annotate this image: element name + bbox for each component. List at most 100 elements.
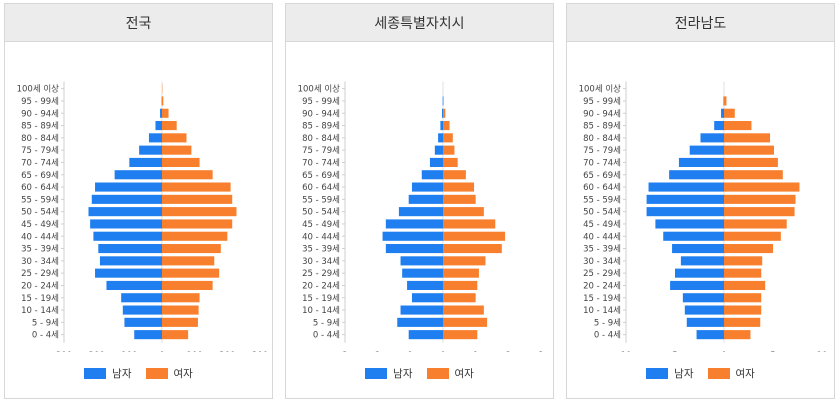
legend-label-female: 여자 <box>173 368 193 380</box>
y-tick-label: 85 - 89세 <box>21 122 59 132</box>
y-tick-label: 45 - 49세 <box>21 220 59 230</box>
bar-male <box>134 330 162 340</box>
legend-item-male[interactable]: 남자 <box>365 366 413 381</box>
bar-male <box>411 293 443 303</box>
bar-female <box>162 108 169 118</box>
y-tick-label: 70 - 74세 <box>302 158 340 168</box>
bar-female <box>443 121 450 131</box>
y-tick-label: 15 - 19세 <box>583 294 621 304</box>
bar-female <box>162 244 221 254</box>
legend-label-male: 남자 <box>393 368 413 380</box>
bar-male <box>382 231 443 241</box>
y-tick-label: 50 - 54세 <box>583 208 621 218</box>
bar-female <box>724 133 771 143</box>
y-tick-label: 85 - 89세 <box>302 122 340 132</box>
bar-male <box>402 268 443 278</box>
legend-item-male[interactable]: 남자 <box>646 366 694 381</box>
bar-male <box>663 231 724 241</box>
legend-item-female[interactable]: 여자 <box>145 366 193 381</box>
y-tick-label: 65 - 69세 <box>21 171 59 181</box>
legend: 남자 여자 <box>5 366 272 381</box>
y-tick-label: 45 - 49세 <box>583 220 621 230</box>
bar-female <box>162 231 228 241</box>
bar-male <box>408 194 443 204</box>
y-tick-label: 60 - 64세 <box>21 183 59 193</box>
y-tick-label: 80 - 84세 <box>21 134 59 144</box>
y-tick-label: 15 - 19세 <box>302 294 340 304</box>
y-tick-label: 65 - 69세 <box>302 171 340 181</box>
female-swatch <box>426 368 449 379</box>
y-tick-label: 5 - 9세 <box>32 318 59 328</box>
bar-female <box>443 293 476 303</box>
x-tick-label: 200 <box>89 351 105 352</box>
y-tick-label: 10 - 14세 <box>21 306 59 316</box>
population-pyramid-sejong: 0 - 4세 5 - 9세 10 - 14세 15 - 19세 20 - 24세 25 -… <box>298 81 544 352</box>
legend-item-male[interactable]: 남자 <box>84 366 132 381</box>
y-tick-label: 75 - 79세 <box>302 146 340 156</box>
bar-female <box>162 280 213 290</box>
bar-male <box>670 280 724 290</box>
bar-female <box>162 194 233 204</box>
y-tick-label: 0 - 4세 <box>32 331 59 341</box>
y-tick-label: 55 - 59세 <box>583 195 621 205</box>
y-tick-label: 80 - 84세 <box>302 134 340 144</box>
bar-male <box>106 280 162 290</box>
bar-female <box>724 244 773 254</box>
x-tick-label: 100 <box>187 351 203 352</box>
y-tick-label: 60 - 64세 <box>302 183 340 193</box>
bar-female <box>724 108 735 118</box>
y-tick-label: 20 - 24세 <box>583 281 621 291</box>
bar-female <box>443 182 475 192</box>
legend-item-female[interactable]: 여자 <box>426 366 474 381</box>
y-tick-label: 80 - 84세 <box>583 134 621 144</box>
x-tick-label: 3 <box>342 351 347 352</box>
chart-title: 세종특별자치시 <box>286 4 553 42</box>
bar-male <box>429 157 443 167</box>
y-tick-label: 45 - 49세 <box>302 220 340 230</box>
bar-female <box>443 145 455 155</box>
y-tick-label: 25 - 29세 <box>583 269 621 279</box>
y-tick-label: 15 - 19세 <box>21 294 59 304</box>
x-tick-label: 10 <box>621 351 632 352</box>
bar-female <box>724 121 752 131</box>
bar-male <box>95 268 162 278</box>
bar-male <box>408 330 443 340</box>
legend-item-female[interactable]: 여자 <box>707 366 755 381</box>
bar-female <box>443 207 484 217</box>
bar-male <box>385 219 443 229</box>
bar-female <box>443 157 458 167</box>
bar-female <box>724 182 800 192</box>
bar-male <box>139 145 162 155</box>
bar-female <box>724 96 727 106</box>
bar-female <box>443 108 446 118</box>
bar-male <box>696 330 724 340</box>
x-tick-label: 1 <box>408 351 413 352</box>
bar-female <box>162 157 200 167</box>
y-tick-label: 50 - 54세 <box>302 208 340 218</box>
bar-male <box>689 145 724 155</box>
x-tick-label: 300 <box>56 351 72 352</box>
bar-male <box>90 219 162 229</box>
bar-male <box>700 133 724 143</box>
x-tick-label: 10 <box>817 351 828 352</box>
y-tick-label: 60 - 64세 <box>583 183 621 193</box>
x-tick-label: 1 <box>473 351 478 352</box>
bar-female <box>724 268 762 278</box>
bar-female <box>443 244 502 254</box>
bar-male <box>646 194 724 204</box>
bar-male <box>129 157 162 167</box>
y-tick-label: 25 - 29세 <box>21 269 59 279</box>
bar-female <box>162 145 192 155</box>
bar-female <box>162 207 237 217</box>
bar-female <box>162 96 164 106</box>
bar-female <box>724 145 774 155</box>
x-tick-label: 0 <box>721 351 726 352</box>
bar-male <box>421 170 443 180</box>
bar-female <box>162 305 199 315</box>
bar-female <box>724 194 796 204</box>
y-tick-label: 30 - 34세 <box>302 257 340 267</box>
x-tick-label: 2 <box>375 351 380 352</box>
y-tick-label: 20 - 24세 <box>302 281 340 291</box>
bar-female <box>724 207 795 217</box>
bar-female <box>724 305 762 315</box>
